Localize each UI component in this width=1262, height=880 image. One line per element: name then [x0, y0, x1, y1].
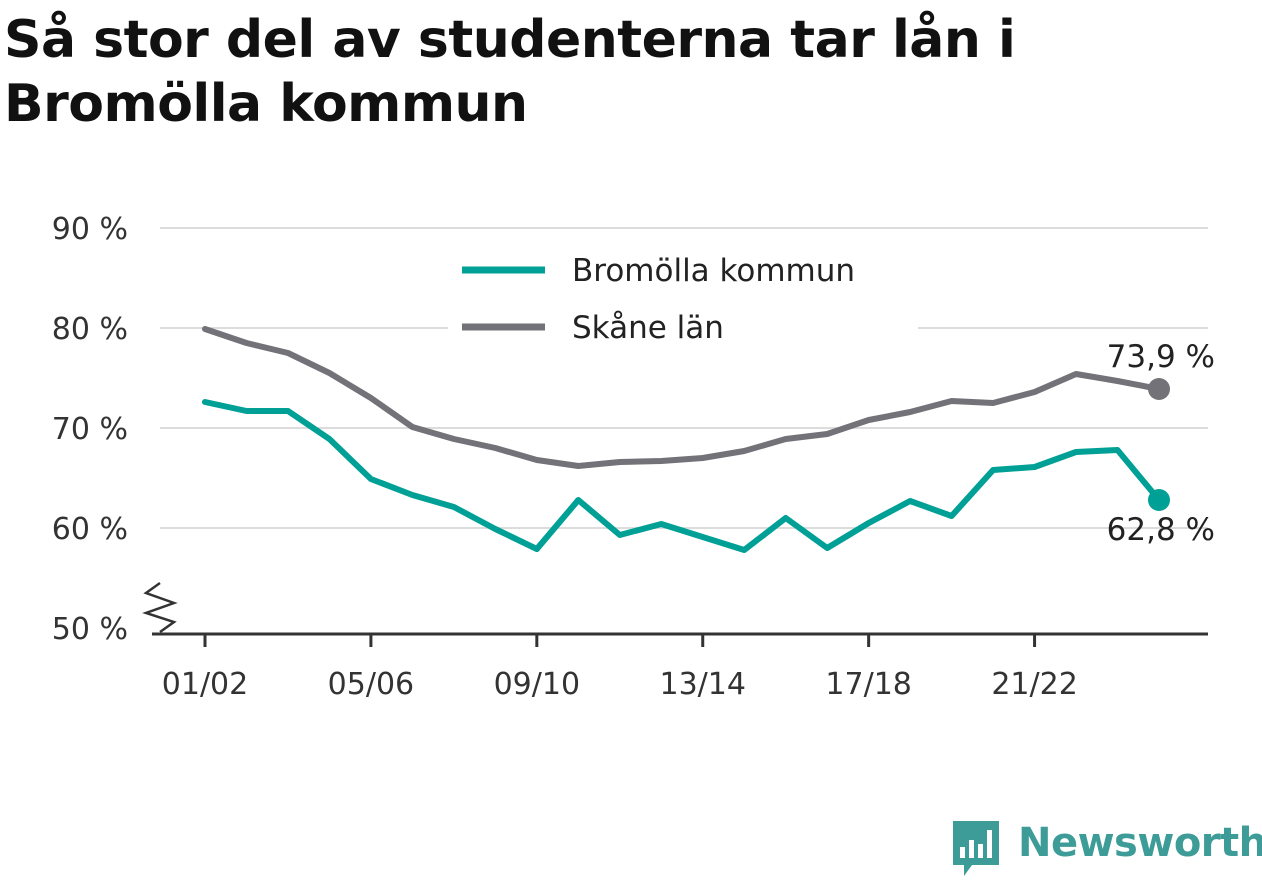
end-label: 62,8 % — [1107, 512, 1215, 548]
legend-background — [448, 240, 918, 350]
brand-logo: Newsworthy — [950, 818, 1262, 880]
x-tick-label: 17/18 — [825, 667, 911, 702]
y-tick-label: 70 % — [52, 412, 128, 447]
x-tick-label: 21/22 — [991, 667, 1077, 702]
y-tick-label: 90 % — [52, 212, 128, 247]
end-point — [1148, 378, 1170, 400]
y-tick-label: 60 % — [52, 512, 128, 547]
x-tick-label: 09/10 — [494, 667, 580, 702]
legend-label: Skåne län — [572, 310, 724, 346]
legend-label: Bromölla kommun — [572, 253, 855, 289]
end-point — [1148, 489, 1170, 511]
chart-title: Så stor del av studenterna tar lån i Bro… — [4, 10, 1016, 134]
series-lines — [202, 326, 1170, 553]
x-tick-label: 01/02 — [162, 667, 248, 702]
x-axis — [142, 581, 1208, 636]
end-label: 73,9 % — [1107, 339, 1215, 375]
x-tick-label: 05/06 — [328, 667, 414, 702]
series-line-skane — [202, 326, 1162, 469]
series-line-bromolla — [202, 399, 1162, 553]
newsworthy-logo-icon — [953, 821, 999, 876]
end-labels: 62,8 % 73,9 % — [1107, 339, 1215, 548]
line-chart: 50 % 60 % 70 % 80 % 90 % 01/02 05/06 09/10 13/1… — [52, 212, 1215, 702]
y-tick-label: 80 % — [52, 312, 128, 347]
y-axis-tick-labels: 50 % 60 % 70 % 80 % 90 % — [52, 212, 128, 647]
brand-name: Newsworthy — [1018, 820, 1262, 866]
x-axis-tick-labels: 01/02 05/06 09/10 13/14 17/18 21/22 — [162, 634, 1078, 702]
x-tick-label: 13/14 — [660, 667, 746, 702]
y-tick-label: 50 % — [52, 612, 128, 647]
legend: Bromölla kommun Skåne län — [448, 240, 918, 350]
y-axis-break-icon — [142, 581, 178, 634]
